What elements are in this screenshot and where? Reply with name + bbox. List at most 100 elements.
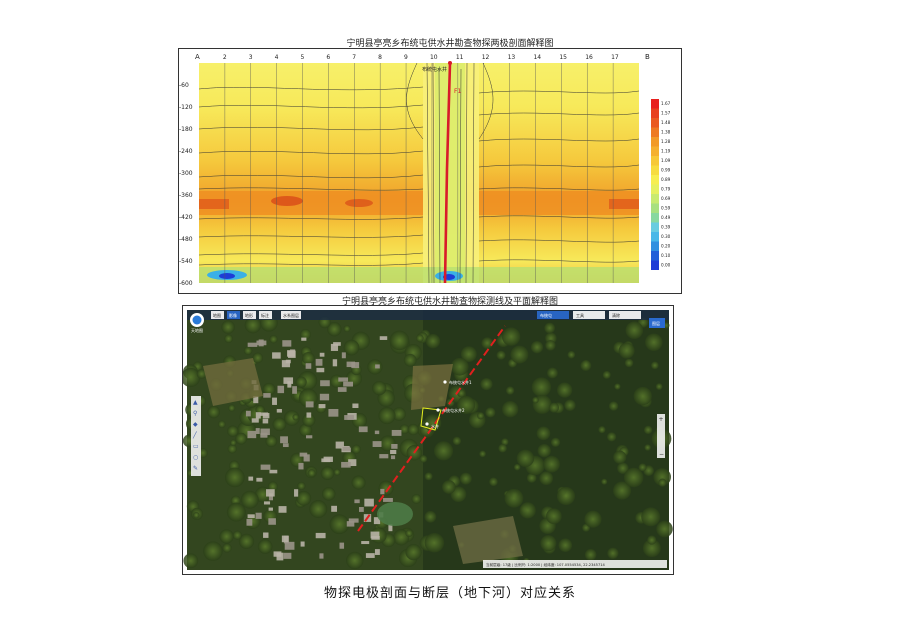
farmland-1: [203, 358, 263, 406]
map-tab[interactable]: [281, 311, 301, 319]
tree: [545, 340, 556, 351]
building: [255, 428, 260, 434]
top-right-button[interactable]: [573, 311, 605, 319]
building: [332, 359, 338, 367]
map-tab[interactable]: [243, 311, 256, 319]
legend-swatch: [651, 146, 659, 156]
tree: [240, 490, 259, 509]
tree: [252, 352, 264, 364]
tree: [485, 407, 496, 418]
map-tab[interactable]: [211, 311, 224, 319]
draw-tool-icon[interactable]: ▲: [193, 399, 198, 406]
top-right-button-label: 布统屯: [540, 312, 552, 318]
tree: [450, 357, 469, 376]
marker-1[interactable]: [443, 380, 447, 384]
building: [331, 505, 338, 512]
tree: [389, 330, 410, 351]
tree: [452, 436, 462, 446]
building: [335, 441, 344, 449]
tree: [643, 425, 653, 435]
building: [306, 412, 312, 418]
building: [342, 446, 351, 451]
marker-label-3: 水井: [431, 423, 439, 429]
building: [287, 381, 292, 388]
legend-value: 0.30: [661, 234, 671, 239]
map-tab-label: 地形: [245, 312, 253, 318]
tree: [531, 377, 552, 397]
top-right-button[interactable]: [609, 311, 641, 319]
legend-value: 0.10: [661, 253, 671, 258]
tree: [207, 405, 220, 419]
tree: [647, 535, 657, 545]
profile-end-a: A: [195, 53, 200, 61]
tree: [653, 468, 671, 486]
station-label: 6: [326, 54, 330, 61]
layer-button[interactable]: [649, 318, 665, 328]
building: [346, 361, 356, 368]
tree: [526, 473, 537, 483]
building: [305, 401, 314, 408]
map-tab[interactable]: [259, 311, 272, 319]
pond: [377, 502, 413, 526]
station-label: 3: [249, 54, 253, 61]
marker-2[interactable]: [436, 408, 440, 412]
zoom-in-icon[interactable]: +: [659, 416, 664, 423]
legend-value: 0.69: [661, 196, 671, 201]
tree: [645, 333, 663, 352]
draw-tool-icon[interactable]: ⚲: [193, 410, 197, 417]
legend-swatch: [651, 156, 659, 166]
building: [352, 403, 359, 409]
building: [263, 393, 271, 398]
logo-text: 天地图: [191, 327, 203, 333]
anomaly-ellipse-2: [345, 199, 373, 207]
tree: [367, 359, 383, 375]
tree: [638, 463, 647, 472]
marker-3[interactable]: [425, 422, 429, 426]
legend-value: 1.09: [661, 158, 671, 163]
top-right-button[interactable]: [537, 311, 569, 319]
tree: [655, 383, 663, 390]
tree: [227, 444, 237, 454]
tree: [558, 538, 573, 553]
draw-tool-icon[interactable]: ╱: [192, 431, 197, 439]
tree: [238, 533, 255, 549]
tree: [650, 361, 659, 370]
station-label: 12: [482, 54, 490, 61]
color-legend: 1.67 1.57 1.48 1.38 1.28 1.19 1.09 0.99 0.89 0.79…: [651, 99, 671, 270]
tree: [405, 529, 413, 537]
tree: [658, 478, 667, 487]
legend-swatch: [651, 194, 659, 204]
station-label: 13: [508, 54, 516, 61]
building: [315, 532, 326, 539]
legend-value: 0.00: [661, 263, 671, 268]
tree: [343, 339, 360, 356]
depth-label: -60: [179, 82, 189, 89]
tree: [222, 543, 232, 553]
building: [281, 360, 291, 368]
station-grid: [224, 63, 614, 283]
figure-caption: 物探电极剖面与断层（地下河）对应关系: [323, 586, 576, 601]
tree: [505, 386, 515, 395]
tree: [219, 529, 234, 544]
tree: [567, 350, 576, 359]
tree: [235, 432, 248, 445]
map-tab[interactable]: [227, 311, 240, 319]
well-label: 布统屯水井: [422, 66, 447, 73]
building: [374, 549, 380, 555]
zoom-out-icon[interactable]: −: [659, 451, 664, 458]
draw-tool-icon[interactable]: ◆: [193, 421, 198, 428]
zoom-control[interactable]: [657, 414, 665, 458]
tree: [564, 399, 576, 411]
building: [371, 536, 380, 540]
tree: [489, 477, 498, 487]
draw-tool-icon[interactable]: ○: [193, 454, 198, 461]
tree: [556, 382, 573, 398]
draw-tool-icon[interactable]: ▭: [193, 443, 199, 450]
farmland-3: [453, 516, 523, 564]
tree: [644, 444, 651, 451]
tree: [633, 386, 652, 406]
tree: [411, 494, 422, 504]
building: [273, 551, 282, 557]
draw-tool-icon[interactable]: ✎: [193, 465, 198, 472]
depth-label: -180: [179, 126, 193, 133]
